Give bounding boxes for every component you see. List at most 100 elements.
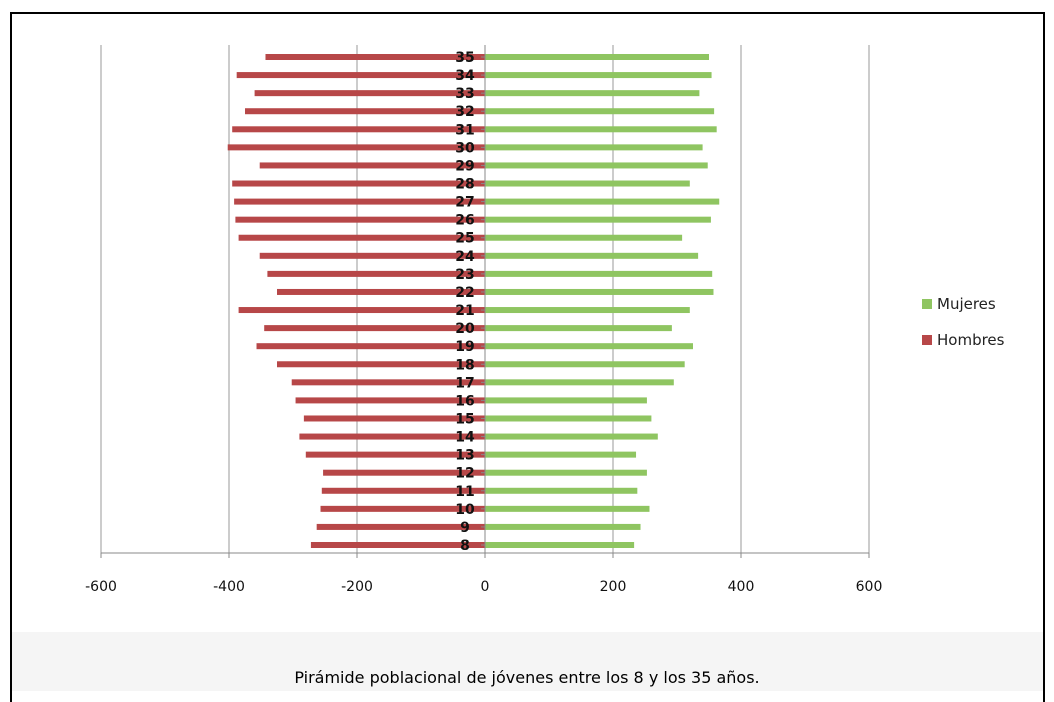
- x-tick-label: 0: [481, 579, 490, 595]
- category-label: 10: [455, 502, 475, 518]
- bar-hombres-20: [264, 325, 485, 332]
- category-label: 14: [455, 430, 475, 446]
- bar-mujeres-23: [485, 270, 713, 277]
- category-label: 33: [455, 86, 474, 102]
- bar-hombres-8: [310, 542, 485, 548]
- category-label: 35: [455, 50, 474, 66]
- bar-hombres-25: [238, 234, 485, 241]
- bar-mujeres-10: [485, 505, 650, 512]
- x-tick-label: 600: [856, 579, 883, 595]
- category-label: 13: [455, 448, 474, 464]
- bar-mujeres-28: [485, 180, 690, 187]
- bar-mujeres-34: [485, 72, 712, 79]
- category-label: 24: [455, 249, 475, 265]
- bar-mujeres-17: [485, 379, 674, 386]
- bar-mujeres-12: [485, 469, 647, 476]
- bar-mujeres-33: [485, 90, 700, 97]
- bar-hombres-32: [245, 108, 485, 115]
- bar-hombres-13: [305, 451, 485, 458]
- category-label: 18: [455, 357, 474, 373]
- category-label: 34: [455, 68, 475, 84]
- bar-hombres-28: [232, 180, 485, 187]
- bar-hombres-27: [234, 198, 485, 205]
- legend: Mujeres Hombres: [922, 295, 1005, 349]
- category-label: 27: [455, 195, 474, 211]
- bar-hombres-29: [259, 162, 485, 169]
- x-tick-label: -400: [213, 579, 245, 595]
- bar-hombres-19: [256, 343, 485, 350]
- bar-mujeres-32: [485, 108, 715, 115]
- category-label: 17: [455, 375, 474, 391]
- bar-mujeres-15: [485, 415, 652, 422]
- x-tick-label: 400: [728, 579, 755, 595]
- bar-hombres-34: [236, 72, 485, 79]
- bar-mujeres-27: [485, 198, 720, 205]
- bar-hombres-14: [299, 433, 485, 440]
- legend-swatch-hombres: [922, 335, 932, 345]
- bar-hombres-11: [321, 487, 485, 494]
- bar-mujeres-11: [485, 487, 638, 494]
- bar-mujeres-29: [485, 162, 708, 169]
- category-label: 28: [455, 177, 474, 193]
- bar-mujeres-8: [485, 542, 635, 548]
- bar-hombres-24: [259, 252, 485, 259]
- bar-mujeres-25: [485, 234, 683, 241]
- category-labels: 8 9 10 11 12 13 14 15 16 17 18 19 20 21 22 23 24 25 26 27 28…: [455, 50, 475, 554]
- legend-swatch-mujeres: [922, 299, 932, 309]
- category-label: 21: [455, 303, 474, 319]
- category-label: 22: [455, 285, 474, 301]
- category-label: 29: [455, 158, 474, 174]
- category-label: 32: [455, 104, 474, 120]
- bar-mujeres-22: [485, 288, 714, 295]
- bar-mujeres-30: [485, 144, 703, 151]
- bar-mujeres-18: [485, 361, 685, 368]
- category-label: 19: [455, 339, 474, 355]
- category-label: 23: [455, 267, 474, 283]
- legend-label-hombres: Hombres: [937, 331, 1005, 349]
- category-label: 25: [455, 231, 474, 247]
- bar-mujeres-14: [485, 433, 658, 440]
- chart-caption: Pirámide poblacional de jóvenes entre lo…: [294, 668, 760, 687]
- bar-hombres-12: [323, 469, 485, 476]
- category-label: 16: [455, 393, 474, 409]
- bar-hombres-17: [291, 379, 485, 386]
- axes: [100, 45, 870, 558]
- legend-label-mujeres: Mujeres: [937, 295, 996, 313]
- bar-mujeres-21: [485, 307, 690, 314]
- bar-hombres-15: [303, 415, 485, 422]
- bar-mujeres-26: [485, 216, 711, 223]
- bar-mujeres-16: [485, 397, 647, 404]
- bar-hombres-18: [277, 361, 485, 368]
- category-label: 30: [455, 140, 475, 156]
- category-label: 26: [455, 213, 474, 229]
- bar-hombres-9: [316, 523, 485, 530]
- category-label: 12: [455, 466, 474, 482]
- bar-hombres-22: [277, 288, 485, 295]
- bar-mujeres-9: [485, 523, 641, 530]
- bar-hombres-23: [267, 270, 485, 277]
- bar-hombres-26: [235, 216, 485, 223]
- bar-hombres-16: [295, 397, 485, 404]
- category-label: 11: [455, 484, 474, 500]
- bar-hombres-35: [265, 54, 485, 60]
- bar-mujeres-24: [485, 252, 699, 259]
- category-label: 20: [455, 321, 475, 337]
- x-tick-label: 200: [600, 579, 627, 595]
- bar-mujeres-35: [485, 54, 709, 60]
- category-label: 31: [455, 122, 474, 138]
- bar-mujeres-13: [485, 451, 637, 458]
- bar-hombres-31: [232, 126, 485, 133]
- bar-hombres-30: [227, 144, 485, 151]
- bar-mujeres-19: [485, 343, 693, 350]
- category-label: 8: [460, 538, 470, 554]
- bar-hombres-10: [320, 505, 485, 512]
- bar-mujeres-31: [485, 126, 717, 133]
- bars: [227, 54, 720, 548]
- x-tick-labels: -600 -400 -200 0 200 400 600: [85, 579, 882, 595]
- category-label: 9: [460, 520, 470, 536]
- bar-hombres-21: [238, 307, 485, 314]
- caption-band: [12, 632, 1043, 691]
- bar-mujeres-20: [485, 325, 672, 332]
- category-label: 15: [455, 411, 474, 427]
